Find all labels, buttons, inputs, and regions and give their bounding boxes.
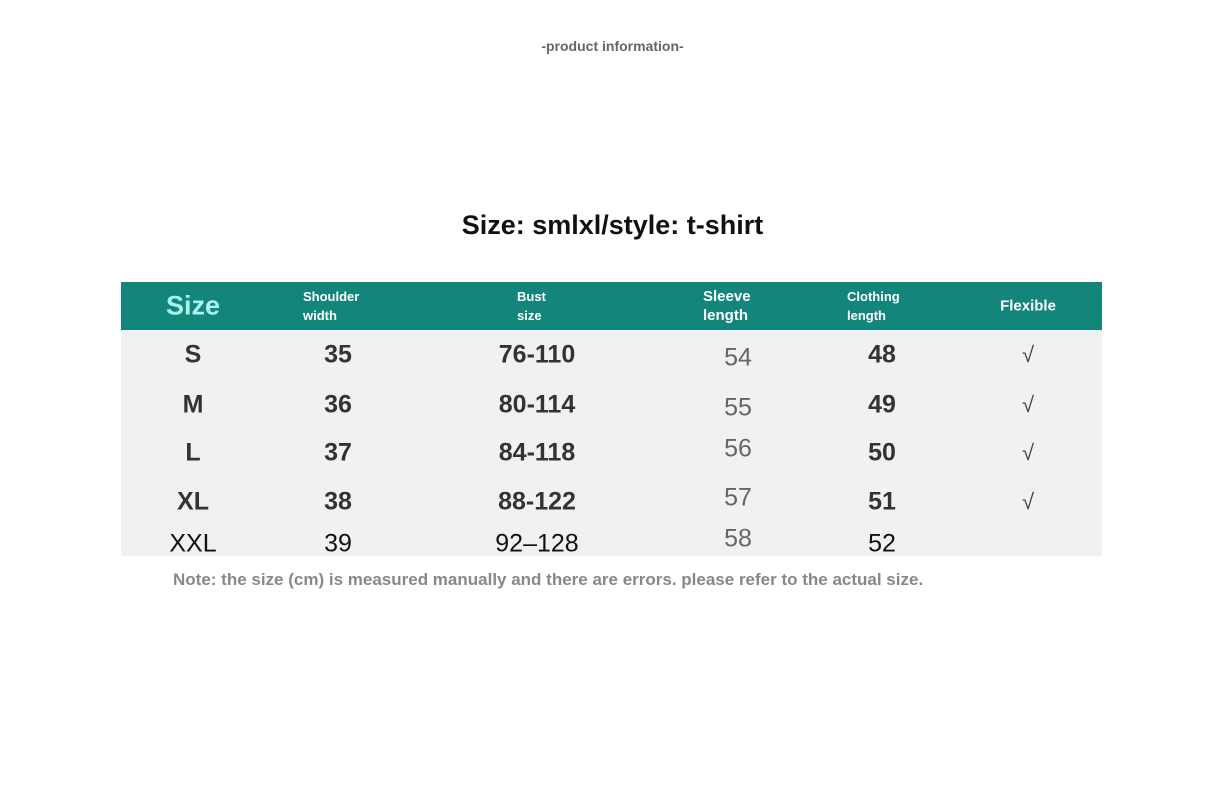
- table-cell: √: [1021, 342, 1035, 367]
- table-cell: 55: [724, 393, 752, 422]
- page-title: Size: smlxl/style: t-shirt: [461, 210, 764, 240]
- table-cell: 39: [324, 529, 352, 558]
- table-cell: 38: [324, 487, 352, 516]
- table-cell: S: [184, 340, 202, 369]
- table-cell: XL: [177, 487, 209, 516]
- table-header: [121, 282, 1102, 330]
- table-cell: 51: [868, 487, 896, 516]
- table-cell: √: [1021, 392, 1035, 417]
- column-header: Sleeve length: [703, 288, 751, 324]
- table-cell: 35: [324, 340, 352, 369]
- table-cell: 58: [724, 524, 752, 553]
- table-cell: 80-114: [498, 390, 576, 419]
- table-cell: 57: [724, 483, 752, 512]
- table-cell: 49: [868, 390, 896, 419]
- product-information-label: -product information-: [541, 38, 684, 54]
- table-cell: 52: [868, 529, 896, 558]
- column-header: Size: [165, 290, 221, 321]
- column-header: Flexible: [1000, 297, 1056, 315]
- table-cell: XXL: [169, 529, 217, 558]
- table-cell: 48: [868, 340, 896, 369]
- table-cell: 56: [724, 434, 752, 463]
- table-cell: 84-118: [498, 438, 576, 467]
- size-note: Note: the size (cm) is measured manually…: [173, 570, 924, 589]
- column-header: Clothing length: [847, 289, 900, 323]
- size-chart-table: Size Shoulder width Bust size Sleeve length…: [121, 282, 1102, 558]
- column-header: Shoulder width: [303, 289, 360, 323]
- table-cell: 88-122: [498, 487, 576, 516]
- table-cell: √: [1021, 489, 1035, 514]
- table-cell: 50: [868, 438, 896, 467]
- table-cell: 76-110: [498, 340, 576, 369]
- table-cell: 37: [324, 438, 352, 467]
- table-cell: L: [185, 438, 201, 467]
- table-cell: 54: [724, 343, 752, 372]
- column-header: Bust size: [517, 289, 546, 323]
- table-cell: √: [1021, 440, 1035, 465]
- table-cell: 36: [324, 390, 352, 419]
- table-cell: M: [182, 390, 204, 419]
- table-cell: 92–128: [495, 529, 579, 558]
